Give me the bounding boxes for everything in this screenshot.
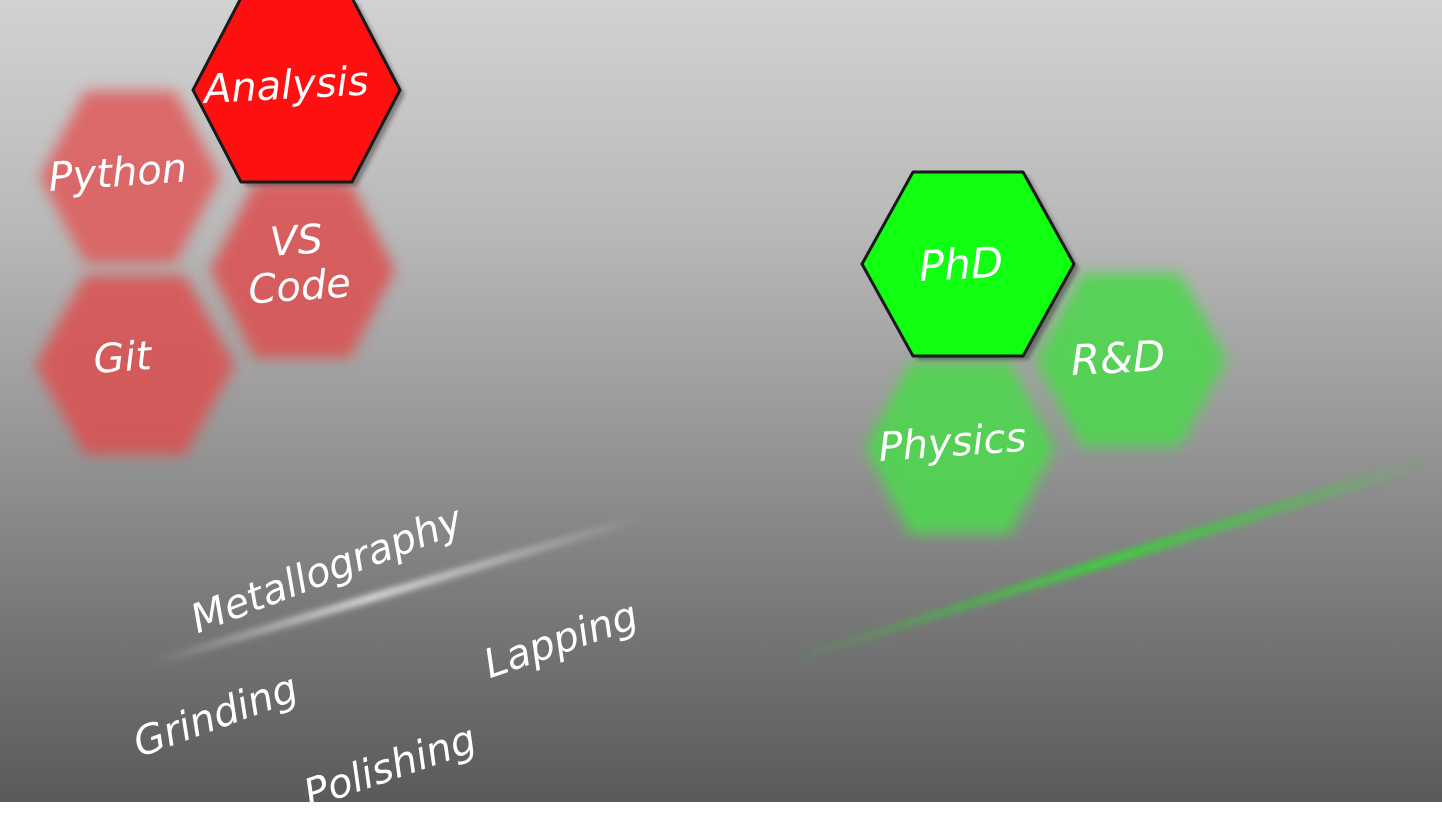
python-label: Python (47, 145, 189, 201)
rnd-label: R&D (1069, 331, 1167, 385)
physics-label: Physics (877, 414, 1028, 471)
white-light-streak (150, 515, 642, 666)
phd-hex (860, 170, 1076, 358)
green-light-streak (780, 452, 1440, 666)
git-hex (35, 275, 235, 455)
rnd-hex (1035, 273, 1227, 447)
code-label-line: Code (246, 260, 353, 314)
git-label: Git (92, 333, 153, 383)
python-hex (40, 91, 220, 263)
analysis-label: Analysis (202, 58, 370, 113)
vs-code-label: VS Code (225, 213, 371, 315)
physics-hex (865, 362, 1055, 534)
phd-label: PhD (917, 237, 1005, 291)
vs-code-hex (210, 182, 395, 358)
analysis-hex (191, 0, 402, 184)
